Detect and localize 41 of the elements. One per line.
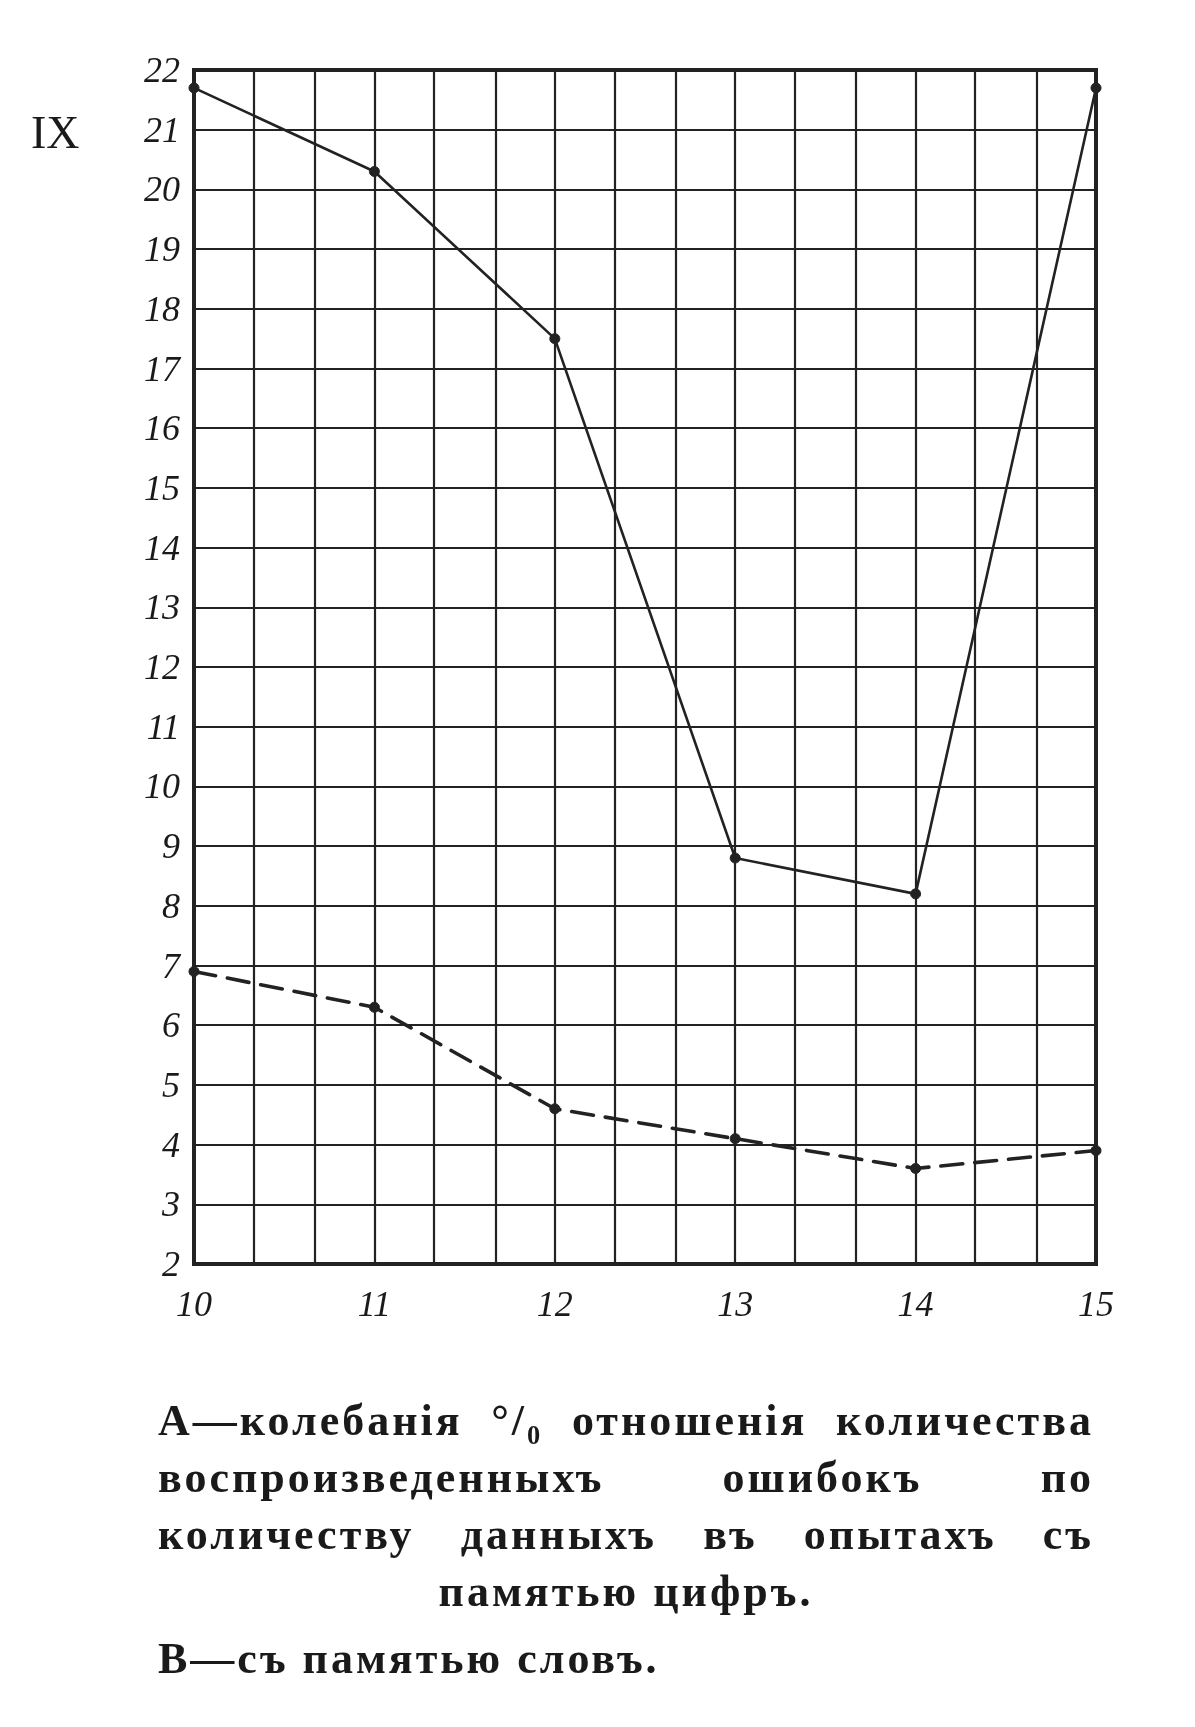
y-tick-label: 5 (162, 1064, 180, 1105)
y-tick-label: 11 (146, 706, 180, 747)
x-tick-label: 12 (536, 1284, 573, 1324)
x-tick-label: 14 (897, 1284, 934, 1324)
point (910, 888, 922, 900)
y-tick-label: 10 (144, 766, 180, 807)
y-tick-label: 3 (161, 1184, 180, 1225)
y-tick-label: 21 (144, 109, 180, 150)
point (549, 333, 561, 345)
point (188, 82, 200, 94)
y-tick-label: 7 (162, 945, 182, 986)
point (1090, 1145, 1102, 1157)
x-tick-label: 15 (1078, 1284, 1114, 1324)
y-tick-label: 2 (162, 1244, 180, 1284)
y-tick-label: 13 (144, 587, 180, 628)
y-tick-label: 15 (144, 467, 180, 508)
y-tick-label: 8 (162, 885, 180, 926)
x-tick-label: 11 (357, 1284, 392, 1324)
y-tick-label: 18 (144, 288, 180, 329)
point (729, 852, 741, 864)
x-tick-label: 13 (717, 1284, 754, 1324)
y-tick-label: 22 (144, 50, 180, 90)
text: IX (31, 106, 80, 158)
point (729, 1133, 741, 1145)
text: В—съ памятью словъ. (158, 1633, 661, 1685)
y-tick-label: 16 (144, 408, 180, 449)
y-tick-label: 17 (144, 348, 182, 389)
y-tick-label: 4 (162, 1124, 180, 1165)
point (1090, 82, 1102, 94)
y-tick-label: 20 (144, 169, 180, 210)
point (549, 1103, 561, 1115)
y-tick-label: 6 (162, 1005, 180, 1046)
point (910, 1162, 922, 1174)
y-tick-label: 19 (144, 229, 180, 270)
y-tick-label: 14 (144, 527, 180, 568)
point (188, 965, 200, 977)
point (368, 165, 380, 177)
y-tick-label: 9 (162, 826, 180, 867)
point (368, 1001, 380, 1013)
y-tick-label: 12 (144, 647, 180, 687)
text: А—колебанія °/₀ отношенія количества воспроизведенныхъ ошибокъ по количеству данныхъ въ опытахъ съ памятью цифръ. (158, 1395, 1094, 1618)
